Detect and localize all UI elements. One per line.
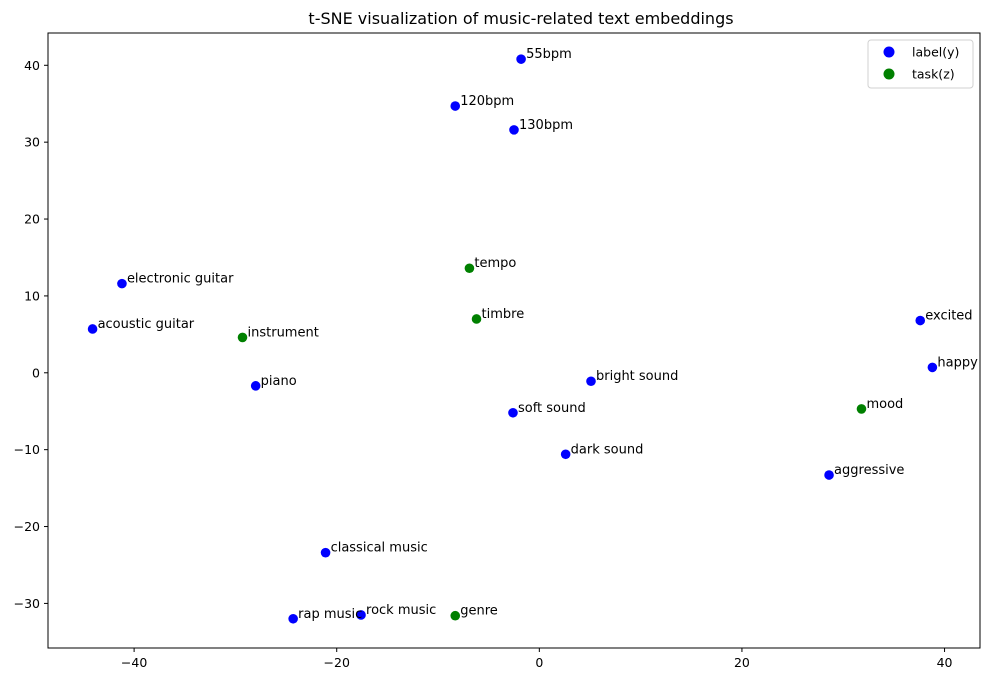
data-label: excited [925,309,972,324]
y-tick-label: −30 [14,596,40,611]
data-point [824,470,834,480]
data-label: happy [937,355,978,370]
data-label: classical music [331,541,428,556]
data-point [356,610,366,620]
axis-ticks: −40 −20 0 20 40 −30 −20 −10 0 10 20 30 40 [14,58,953,670]
data-point [450,101,461,111]
data-label: bright sound [596,369,678,384]
data-label: tempo [474,256,516,271]
data-label: genre [460,604,498,619]
plot-frame [47,32,981,649]
data-label: instrument [248,325,319,340]
data-label: 120bpm [460,94,514,109]
data-point [516,54,526,64]
legend-label: task(z) [912,67,955,82]
data-point [560,449,571,460]
data-label: soft sound [518,401,586,416]
data-point [856,404,867,414]
data-label: mood [866,397,903,412]
data-label: piano [261,374,297,389]
data-label: 55bpm [526,47,572,62]
data-label: aggressive [834,463,904,478]
data-label: 130bpm [519,118,573,133]
legend-label: label(y) [912,45,959,60]
legend: label(y) task(z) [867,39,974,89]
data-point [927,362,938,373]
data-point [509,125,519,135]
legend-marker [883,68,895,80]
data-point [471,314,482,324]
data-label: dark sound [571,442,644,457]
point-labels: 55bpm 120bpm 130bpm electronic guitar acoust… [98,47,979,622]
data-point [87,324,98,334]
data-point [237,332,248,343]
data-label: timbre [482,307,525,322]
chart-title: t-SNE visualization of music-related tex… [308,9,733,28]
y-tick-label: 30 [24,135,40,150]
data-label: electronic guitar [127,272,234,287]
data-point [586,376,596,387]
y-tick-label: 20 [24,212,40,227]
data-label: rap music [298,607,362,622]
data-point [288,613,298,624]
data-point [915,315,926,326]
y-tick-label: 40 [24,58,40,73]
y-tick-label: 0 [32,365,40,380]
data-points [87,54,938,624]
legend-marker [883,46,895,58]
data-label: acoustic guitar [98,317,195,332]
y-tick-label: −20 [14,519,40,534]
x-tick-label: −20 [324,655,350,670]
data-point [450,610,461,621]
data-label: rock music [366,603,436,618]
data-point [320,547,331,558]
x-tick-label: 40 [937,655,953,670]
x-tick-label: 20 [734,655,750,670]
data-point [508,407,518,418]
x-tick-label: −40 [121,655,147,670]
data-point [250,381,261,391]
data-point [117,278,127,289]
y-tick-label: −10 [14,442,40,457]
y-tick-label: 10 [24,288,40,303]
x-tick-label: 0 [535,655,543,670]
data-point [464,263,475,274]
